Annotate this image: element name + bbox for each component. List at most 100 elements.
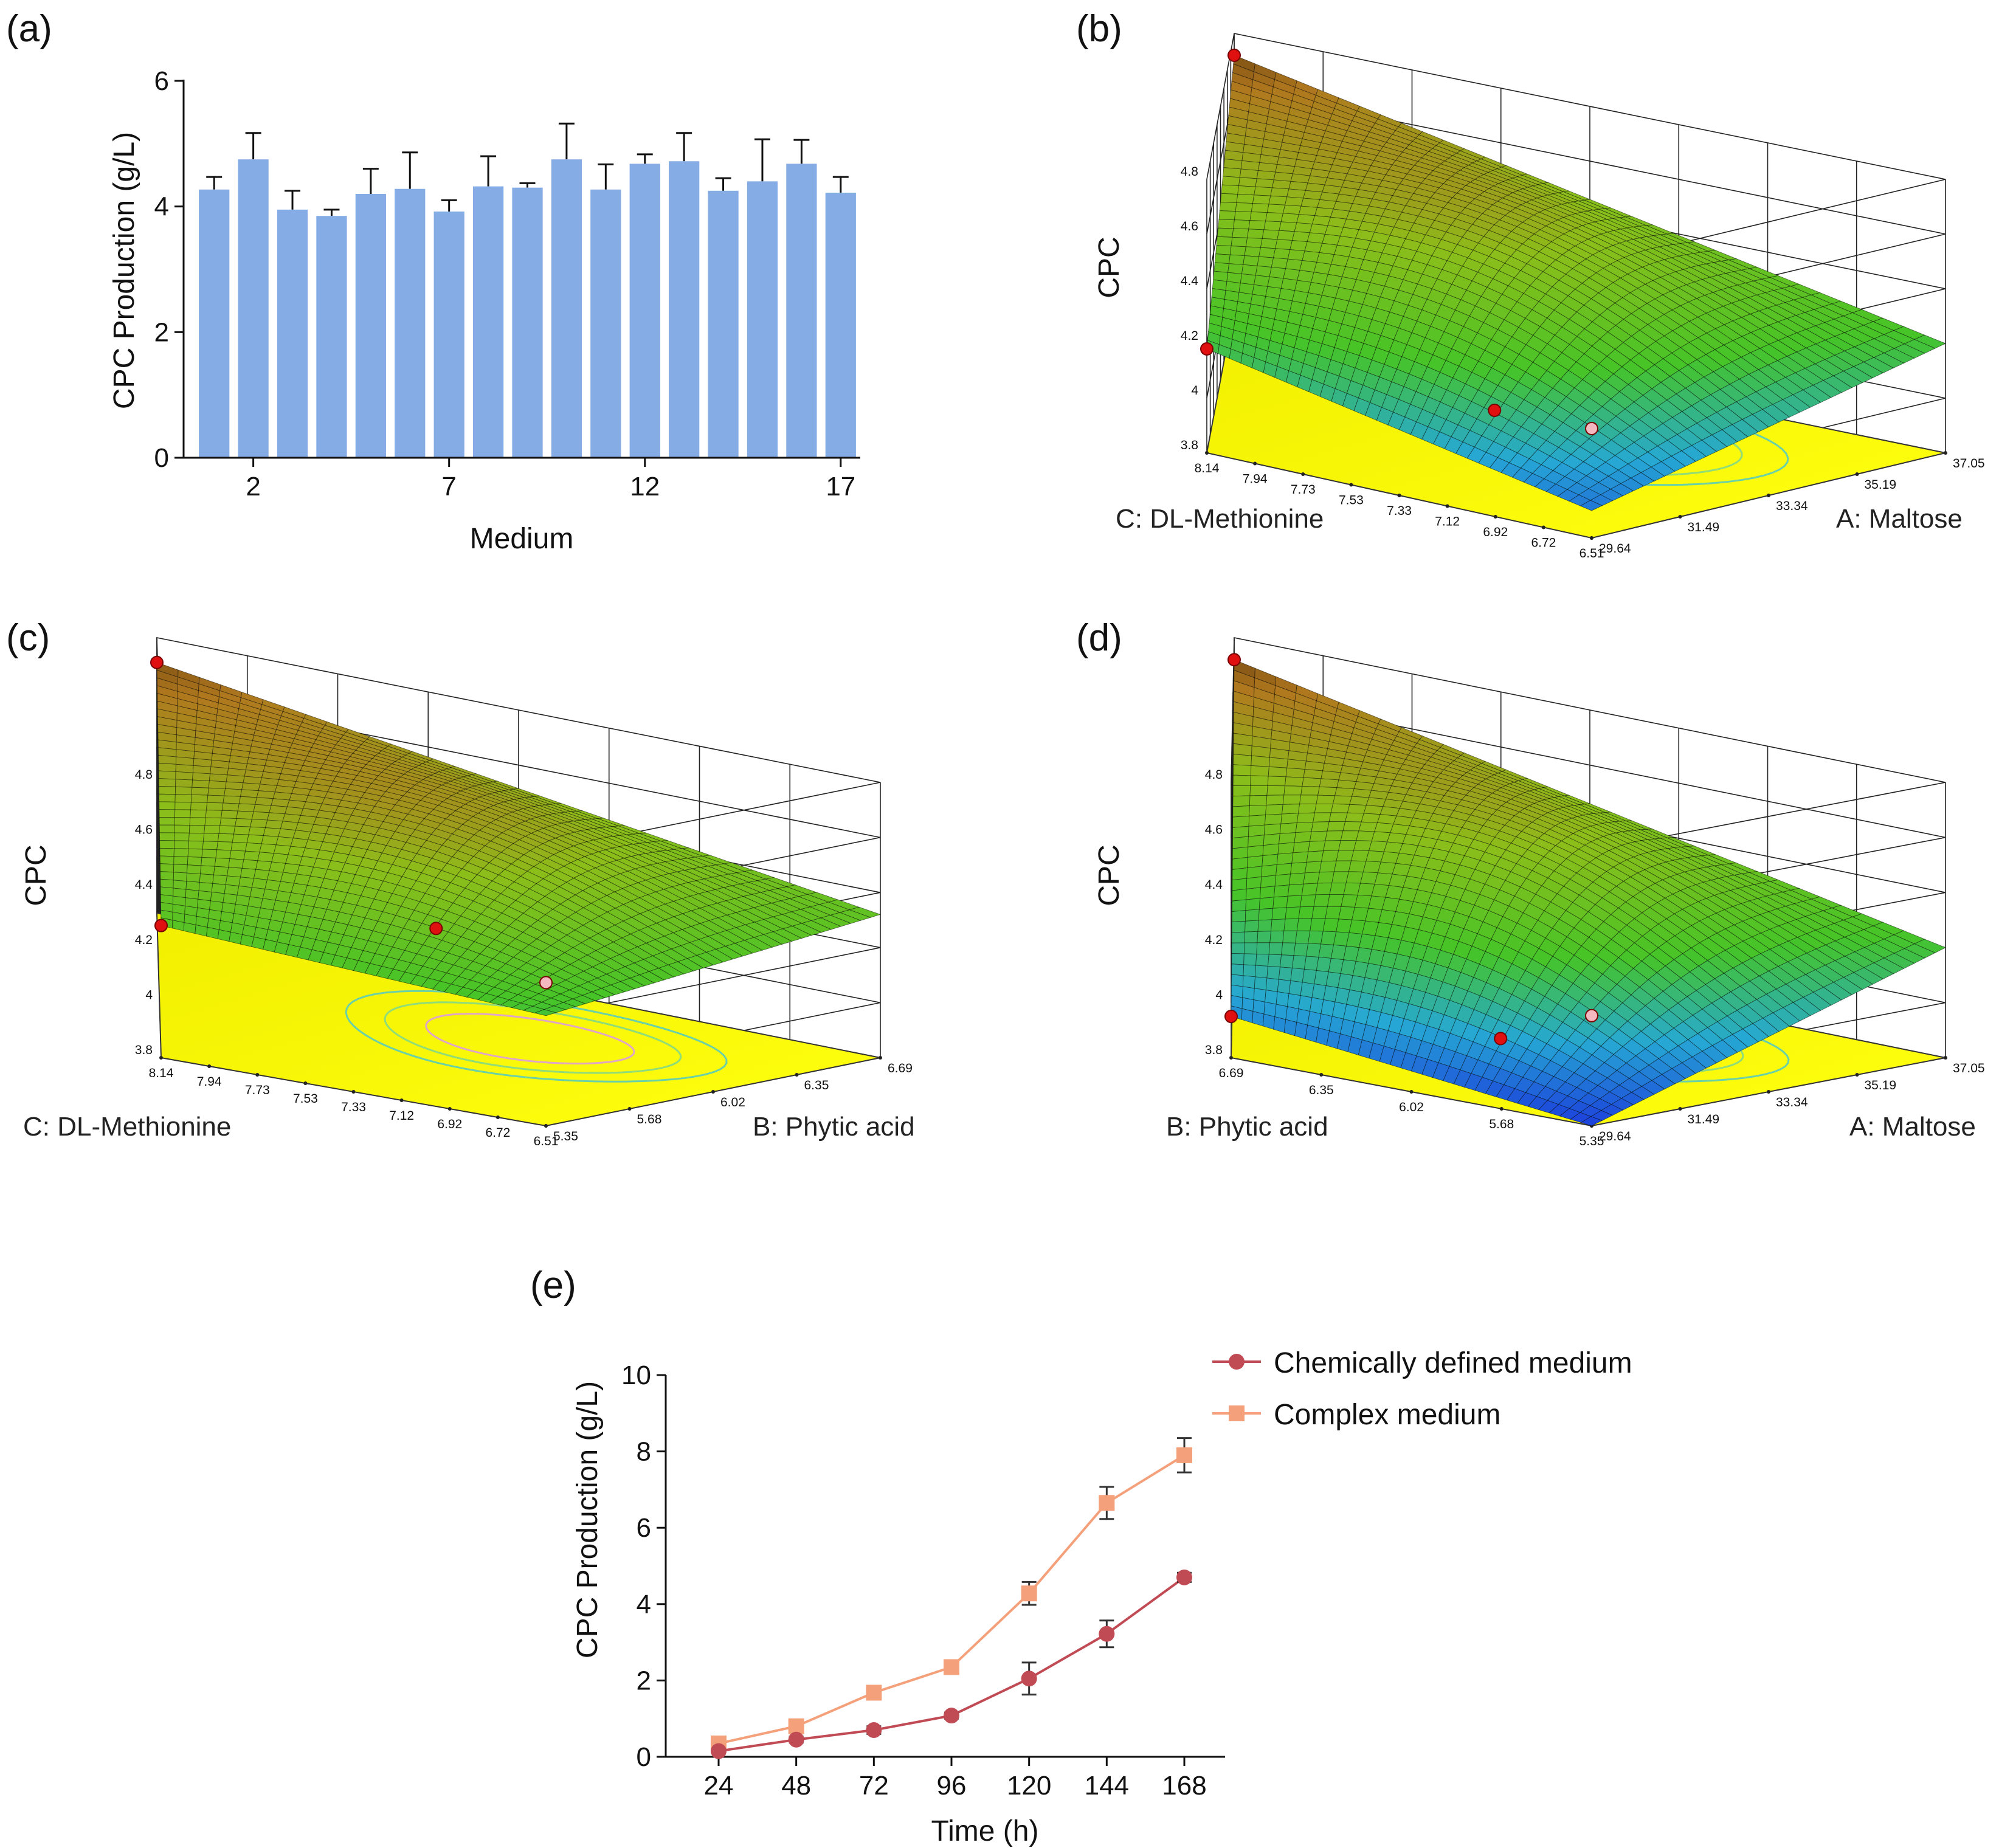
panel-d-zlabel: CPC	[1093, 844, 1125, 906]
design-point	[1585, 422, 1598, 435]
surface-cell	[190, 802, 208, 811]
floor-tick	[159, 1056, 163, 1060]
left-axis-tick-label: 6.92	[437, 1117, 462, 1131]
surface-cell	[1267, 776, 1286, 787]
surface-cell	[1277, 979, 1291, 994]
left-axis-tick-label: 7.12	[389, 1109, 414, 1123]
panel-e-xlabel: Time (h)	[931, 1815, 1039, 1847]
surface-cell	[217, 833, 234, 843]
surface-cell	[203, 833, 219, 842]
surface-cell	[1279, 832, 1296, 844]
surface-cell	[1302, 777, 1322, 787]
surface-cell	[1266, 795, 1285, 805]
surface-cell	[1306, 943, 1322, 957]
floor-tick	[879, 1056, 882, 1060]
surface-cell	[159, 840, 175, 849]
surface-cell	[1319, 778, 1339, 788]
surface-cell	[1244, 931, 1258, 943]
design-point	[429, 922, 443, 936]
surface-cell	[191, 787, 209, 796]
surface-cell	[1365, 797, 1386, 807]
surface-cell	[175, 756, 195, 766]
bar	[199, 189, 230, 458]
surface-cell	[267, 870, 284, 882]
surface-cell	[212, 874, 227, 885]
surface-cell	[188, 832, 205, 842]
floor-tick	[1541, 525, 1545, 529]
surface-cell	[190, 794, 209, 803]
panel-d-left-axis-name: B: Phytic acid	[1166, 1112, 1328, 1142]
surface-cell	[240, 789, 259, 798]
surface-cell	[1268, 942, 1283, 956]
surface-cell	[192, 779, 210, 788]
surface-cell	[1310, 918, 1326, 932]
surface-cell	[1319, 860, 1337, 873]
right-axis-tick-label: 29.64	[1599, 1129, 1631, 1143]
surface-cell	[211, 883, 226, 894]
surface-cell	[1321, 770, 1341, 781]
floor-tick	[495, 1115, 500, 1119]
surface-cell	[188, 840, 204, 850]
surface-cell	[185, 881, 200, 891]
surface-cell	[1258, 908, 1274, 921]
surface-cell	[1246, 876, 1262, 889]
floor-tick	[1678, 515, 1682, 519]
bar	[277, 209, 308, 458]
surface-cell	[1262, 853, 1279, 867]
floor-tick	[1767, 1090, 1770, 1094]
design-point	[1488, 404, 1502, 417]
z-tick-label: 3.8	[1205, 1043, 1223, 1057]
surface-cell	[1314, 803, 1333, 813]
surface-cell	[1256, 942, 1271, 955]
surface-cell	[251, 811, 270, 821]
surface-cell	[192, 765, 212, 774]
floor-tick	[351, 1090, 356, 1094]
surface-cell	[225, 875, 241, 886]
bar	[590, 189, 621, 458]
surface-cell	[188, 825, 205, 834]
surface-cell	[1311, 906, 1328, 919]
surface-cell	[158, 762, 176, 772]
surface-cell	[1325, 906, 1342, 920]
bar	[629, 164, 660, 458]
surface-cell	[209, 773, 228, 782]
surface-cell	[254, 869, 270, 880]
surface-cell	[271, 853, 289, 864]
surface-cell	[1300, 785, 1320, 796]
surface-cell	[241, 782, 261, 791]
surface-cell	[1285, 776, 1304, 787]
surface-cell	[1266, 204, 1286, 214]
surface-cell	[1262, 843, 1280, 857]
surface-cell	[1313, 812, 1331, 822]
surface-cell	[214, 857, 230, 868]
surface-cell	[255, 797, 274, 806]
floor-tick	[1944, 451, 1947, 455]
surface-cell	[1285, 196, 1304, 207]
left-axis-tick-label: 7.53	[293, 1092, 318, 1106]
data-point	[788, 1731, 804, 1748]
panel-b-left-axis-name: C: DL-Methionine	[1116, 504, 1324, 534]
floor-tick	[447, 1107, 452, 1111]
surface-cell	[1327, 821, 1346, 832]
panel-d-label: (d)	[1076, 617, 1122, 659]
surface-cell	[205, 802, 224, 811]
z-tick-label: 4.8	[1181, 165, 1198, 179]
panel-a-ylabel: CPC Production (g/L)	[108, 132, 140, 409]
data-point	[788, 1718, 804, 1734]
right-axis-tick-label: 31.49	[1688, 520, 1720, 534]
floor-tick	[1301, 472, 1305, 476]
right-axis-tick-label: 6.69	[888, 1061, 913, 1075]
surface-cell	[1247, 845, 1264, 858]
surface-cell	[251, 878, 268, 889]
surface-cell	[1291, 955, 1307, 970]
bar	[433, 211, 464, 458]
surface-cell	[1247, 855, 1263, 869]
surface-cell	[1271, 257, 1288, 269]
panel-e-ylabel: CPC Production (g/L)	[571, 1381, 604, 1658]
surface-cell	[173, 872, 187, 882]
surface-cell	[159, 809, 176, 818]
left-axis-tick-label: 7.94	[197, 1075, 222, 1089]
x-tick-label: 2	[246, 472, 260, 502]
surface-cell	[1235, 202, 1253, 212]
right-axis-tick-label: 6.35	[804, 1078, 829, 1092]
